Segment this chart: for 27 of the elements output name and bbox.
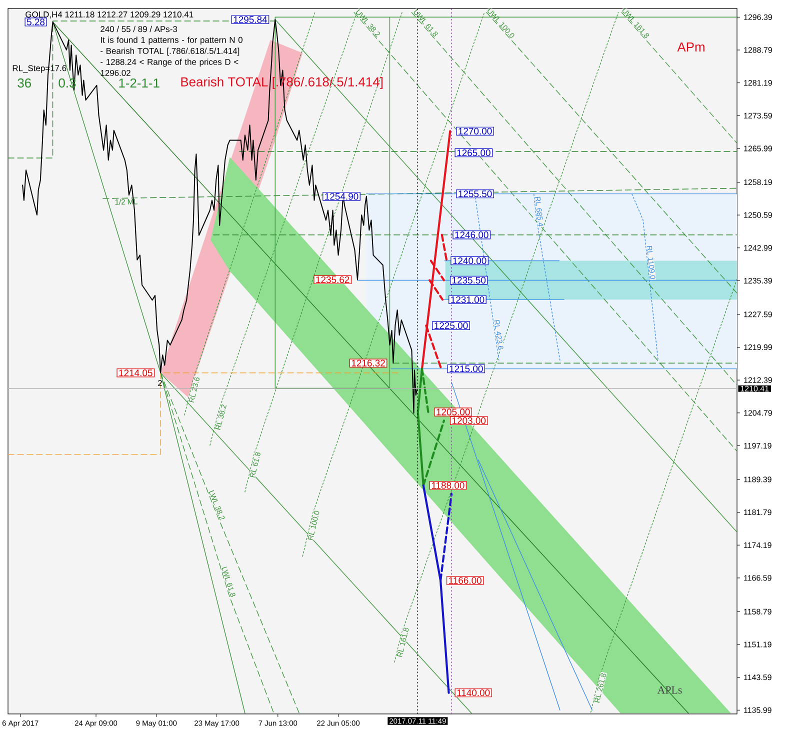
annotation: 1235.62 bbox=[316, 276, 350, 284]
annotation: 1205.00 bbox=[436, 408, 470, 416]
annotation: 1-2-1-1 bbox=[119, 78, 160, 88]
annotation: 1140.00 bbox=[457, 689, 490, 696]
annotation: GOLD,H4 1211.18 1212.27 1209.29 1210.41 bbox=[26, 11, 194, 18]
annotation: 240 / 55 / 89 / APs-3 bbox=[100, 26, 178, 32]
annotation: 1265.00 bbox=[457, 149, 490, 156]
annotation: 5.28 bbox=[26, 18, 45, 26]
annotation: 1240.00 bbox=[453, 257, 486, 264]
annotation: 1255.50 bbox=[458, 190, 492, 198]
annotation: It is found 1 patterns - for pattern N 0 - Bearish TOTAL [.786/.618/.5/1.414] - 1288.24 < Range of the prices D < 1296.02 bbox=[100, 36, 242, 76]
annotation: 1231.00 bbox=[451, 296, 484, 304]
annotation: 1216.32 bbox=[352, 360, 385, 366]
annotation: 1235.50 bbox=[452, 276, 486, 284]
annotation: 1295.84 bbox=[234, 16, 268, 23]
annotation: 36 bbox=[18, 78, 32, 88]
annotation: 1188.00 bbox=[432, 482, 464, 489]
annotation: 1203.00 bbox=[452, 417, 486, 424]
annotation: APm bbox=[677, 42, 704, 52]
annotation: 1246.00 bbox=[455, 232, 488, 238]
annotation: 1215.00 bbox=[450, 365, 483, 372]
annotation: 1254.90 bbox=[325, 193, 358, 200]
annotation: 2 bbox=[158, 380, 162, 386]
annotation: 1166.00 bbox=[449, 577, 482, 584]
annotation: 1214.05 bbox=[119, 370, 152, 376]
annotation: 1270.00 bbox=[458, 128, 492, 135]
annotation: 1225.00 bbox=[434, 322, 468, 329]
